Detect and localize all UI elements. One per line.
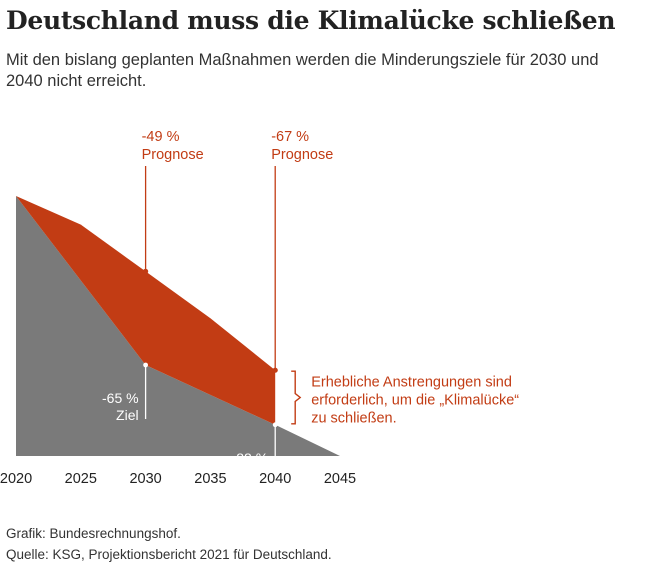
footer: Grafik: Bundesrechnungshof. Quelle: KSG,… — [6, 523, 332, 565]
x-tick-2040: 2040 — [259, 471, 291, 487]
gap-annotation-line-3: zu schließen. — [311, 411, 396, 427]
ziel-2040-value: -88 % — [232, 450, 269, 466]
ziel-2030-value: -65 % — [102, 390, 139, 406]
gap-bracket — [291, 371, 300, 424]
x-tick-2045: 2045 — [324, 471, 356, 487]
climate-gap-chart: -49 % Prognose -67 % Prognose -65 %Ziel -88 %… — [0, 0, 650, 584]
x-tick-2020: 2020 — [0, 471, 32, 487]
prognose-2040-value: -67 % — [271, 129, 309, 145]
ziel-2030-label: Ziel — [116, 407, 139, 423]
prognose-2040-dot — [273, 368, 278, 373]
prognose-2030-label: Prognose — [142, 147, 204, 163]
gap-annotation-line-2: erforderlich, um die „Klimalücke“ — [311, 393, 519, 409]
ziel-2040-dot — [273, 422, 278, 427]
ziel-2030-dot — [143, 363, 148, 368]
prognose-2030-dot — [143, 269, 148, 274]
source-text: Quelle: KSG, Projektionsbericht 2021 für… — [6, 544, 332, 565]
prognose-2030-value: -49 % — [142, 129, 180, 145]
prognose-2040-label: Prognose — [271, 147, 333, 163]
credit-text: Grafik: Bundesrechnungshof. — [6, 523, 332, 544]
x-tick-2035: 2035 — [194, 471, 226, 487]
x-tick-2030: 2030 — [129, 471, 161, 487]
gap-annotation-line-1: Erhebliche Anstrengungen sind — [311, 375, 512, 391]
x-tick-2025: 2025 — [65, 471, 97, 487]
